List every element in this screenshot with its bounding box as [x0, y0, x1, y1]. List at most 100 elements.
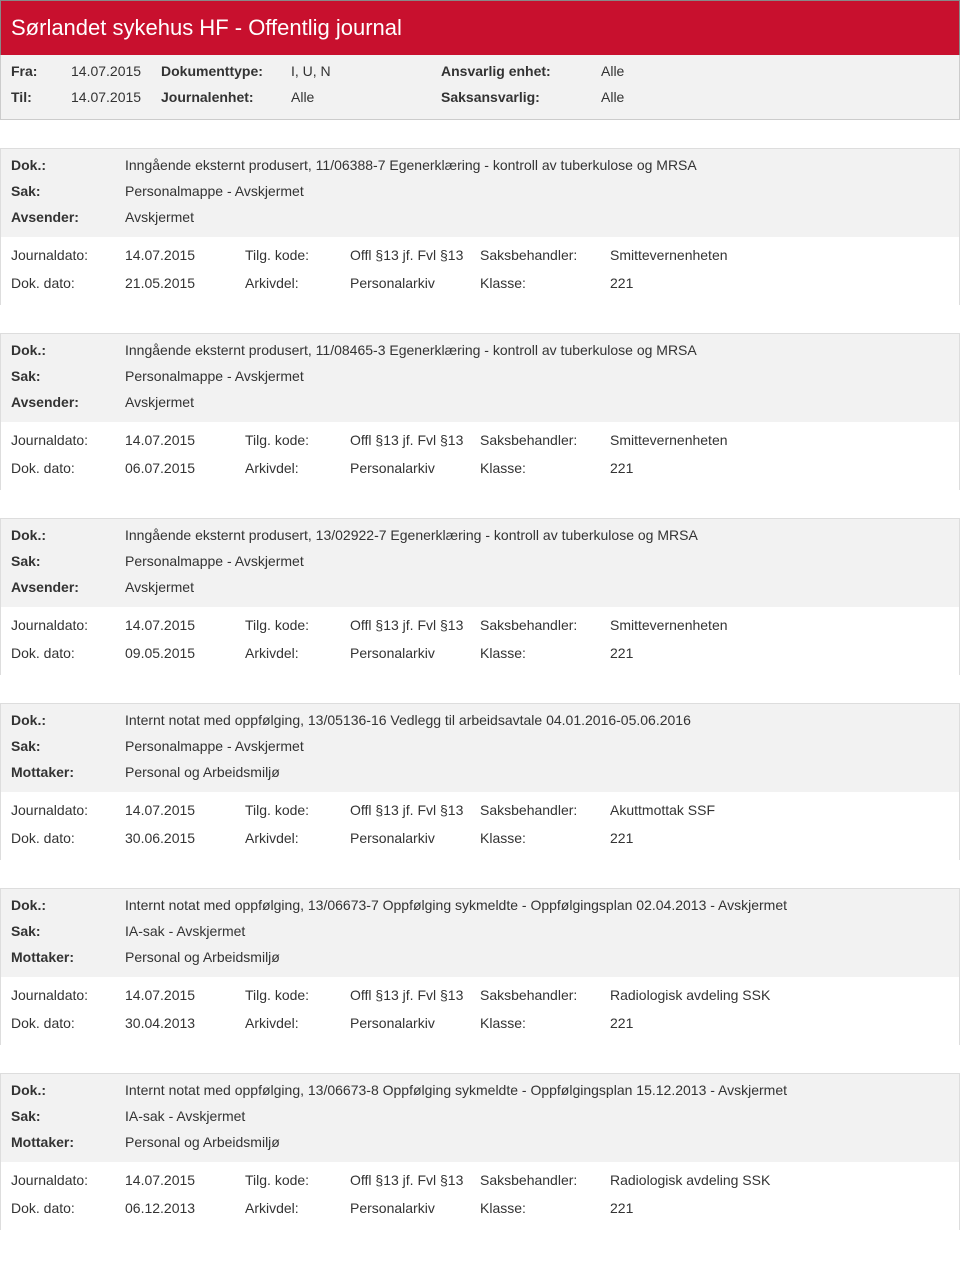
saksbehandler-value: Smittevernenheten — [610, 617, 949, 633]
dokdato-label: Dok. dato: — [11, 275, 125, 291]
entry-bottom: Journaldato: 14.07.2015 Tilg. kode: Offl… — [1, 792, 959, 860]
dokumenttype-value: I, U, N — [291, 63, 441, 79]
tilgkode-value: Offl §13 jf. Fvl §13 — [350, 617, 480, 633]
sak-label: Sak: — [11, 183, 125, 199]
entry-top: Dok.: Inngående eksternt produsert, 13/0… — [1, 519, 959, 607]
saksbehandler-label: Saksbehandler: — [480, 247, 610, 263]
arkivdel-label: Arkivdel: — [245, 1015, 350, 1031]
klasse-label: Klasse: — [480, 275, 610, 291]
klasse-value: 221 — [610, 645, 949, 661]
arkivdel-label: Arkivdel: — [245, 830, 350, 846]
party-label: Avsender: — [11, 394, 125, 410]
tilgkode-value: Offl §13 jf. Fvl §13 — [350, 1172, 480, 1188]
dok-value: Internt notat med oppfølging, 13/06673-8… — [125, 1082, 949, 1098]
party-value: Avskjermet — [125, 394, 949, 410]
dok-value: Inngående eksternt produsert, 11/06388-7… — [125, 157, 949, 173]
saksbehandler-label: Saksbehandler: — [480, 617, 610, 633]
journaldato-label: Journaldato: — [11, 802, 125, 818]
party-label: Mottaker: — [11, 1134, 125, 1150]
dokdato-label: Dok. dato: — [11, 645, 125, 661]
entry-bottom: Journaldato: 14.07.2015 Tilg. kode: Offl… — [1, 977, 959, 1045]
arkivdel-value: Personalarkiv — [350, 830, 480, 846]
arkivdel-value: Personalarkiv — [350, 1200, 480, 1216]
dok-label: Dok.: — [11, 527, 125, 543]
tilgkode-value: Offl §13 jf. Fvl §13 — [350, 247, 480, 263]
saksbehandler-label: Saksbehandler: — [480, 987, 610, 1003]
klasse-value: 221 — [610, 275, 949, 291]
filter-row-1: Fra: 14.07.2015 Dokumenttype: I, U, N An… — [11, 63, 949, 79]
til-label: Til: — [11, 89, 71, 105]
tilgkode-value: Offl §13 jf. Fvl §13 — [350, 432, 480, 448]
page-title: Sørlandet sykehus HF - Offentlig journal — [11, 15, 949, 41]
saksbehandler-value: Radiologisk avdeling SSK — [610, 987, 949, 1003]
party-value: Personal og Arbeidsmiljø — [125, 1134, 949, 1150]
entry-top: Dok.: Inngående eksternt produsert, 11/0… — [1, 334, 959, 422]
dokdato-label: Dok. dato: — [11, 1200, 125, 1216]
party-value: Personal og Arbeidsmiljø — [125, 764, 949, 780]
saksansvarlig-value: Alle — [601, 89, 949, 105]
sak-value: Personalmappe - Avskjermet — [125, 553, 949, 569]
klasse-value: 221 — [610, 1200, 949, 1216]
dokdato-value: 06.12.2013 — [125, 1200, 245, 1216]
klasse-label: Klasse: — [480, 1015, 610, 1031]
journalenhet-label: Journalenhet: — [161, 89, 291, 105]
dokdato-value: 30.06.2015 — [125, 830, 245, 846]
journal-entry: Dok.: Internt notat med oppfølging, 13/0… — [0, 703, 960, 860]
sak-value: Personalmappe - Avskjermet — [125, 368, 949, 384]
sak-label: Sak: — [11, 1108, 125, 1124]
tilgkode-label: Tilg. kode: — [245, 432, 350, 448]
dok-value: Inngående eksternt produsert, 11/08465-3… — [125, 342, 949, 358]
dokdato-label: Dok. dato: — [11, 1015, 125, 1031]
saksbehandler-value: Akuttmottak SSF — [610, 802, 949, 818]
saksansvarlig-label: Saksansvarlig: — [441, 89, 601, 105]
journal-entry: Dok.: Inngående eksternt produsert, 11/0… — [0, 148, 960, 305]
dok-label: Dok.: — [11, 1082, 125, 1098]
dok-value: Internt notat med oppfølging, 13/05136-1… — [125, 712, 949, 728]
til-value: 14.07.2015 — [71, 89, 161, 105]
entries-container: Dok.: Inngående eksternt produsert, 11/0… — [0, 148, 960, 1230]
saksbehandler-label: Saksbehandler: — [480, 432, 610, 448]
dok-value: Internt notat med oppfølging, 13/06673-7… — [125, 897, 949, 913]
arkivdel-value: Personalarkiv — [350, 645, 480, 661]
fra-label: Fra: — [11, 63, 71, 79]
party-value: Avskjermet — [125, 579, 949, 595]
saksbehandler-label: Saksbehandler: — [480, 802, 610, 818]
entry-top: Dok.: Internt notat med oppfølging, 13/0… — [1, 1074, 959, 1162]
klasse-label: Klasse: — [480, 645, 610, 661]
dok-label: Dok.: — [11, 157, 125, 173]
saksbehandler-value: Smittevernenheten — [610, 432, 949, 448]
party-value: Avskjermet — [125, 209, 949, 225]
dokdato-value: 06.07.2015 — [125, 460, 245, 476]
klasse-value: 221 — [610, 830, 949, 846]
arkivdel-label: Arkivdel: — [245, 1200, 350, 1216]
arkivdel-label: Arkivdel: — [245, 645, 350, 661]
arkivdel-label: Arkivdel: — [245, 275, 350, 291]
journaldato-value: 14.07.2015 — [125, 432, 245, 448]
dokdato-value: 21.05.2015 — [125, 275, 245, 291]
klasse-label: Klasse: — [480, 460, 610, 476]
dokdato-value: 30.04.2013 — [125, 1015, 245, 1031]
party-label: Mottaker: — [11, 949, 125, 965]
journal-entry: Dok.: Inngående eksternt produsert, 11/0… — [0, 333, 960, 490]
journaldato-value: 14.07.2015 — [125, 802, 245, 818]
dokdato-label: Dok. dato: — [11, 830, 125, 846]
party-value: Personal og Arbeidsmiljø — [125, 949, 949, 965]
journaldato-label: Journaldato: — [11, 987, 125, 1003]
klasse-value: 221 — [610, 460, 949, 476]
page-header-filters: Fra: 14.07.2015 Dokumenttype: I, U, N An… — [0, 55, 960, 120]
entry-top: Dok.: Inngående eksternt produsert, 11/0… — [1, 149, 959, 237]
klasse-label: Klasse: — [480, 1200, 610, 1216]
party-label: Mottaker: — [11, 764, 125, 780]
tilgkode-value: Offl §13 jf. Fvl §13 — [350, 802, 480, 818]
tilgkode-label: Tilg. kode: — [245, 617, 350, 633]
journaldato-value: 14.07.2015 — [125, 1172, 245, 1188]
sak-label: Sak: — [11, 923, 125, 939]
sak-label: Sak: — [11, 738, 125, 754]
arkivdel-value: Personalarkiv — [350, 460, 480, 476]
sak-value: Personalmappe - Avskjermet — [125, 183, 949, 199]
saksbehandler-label: Saksbehandler: — [480, 1172, 610, 1188]
journaldato-value: 14.07.2015 — [125, 617, 245, 633]
party-label: Avsender: — [11, 579, 125, 595]
filter-row-2: Til: 14.07.2015 Journalenhet: Alle Saksa… — [11, 89, 949, 105]
sak-label: Sak: — [11, 553, 125, 569]
